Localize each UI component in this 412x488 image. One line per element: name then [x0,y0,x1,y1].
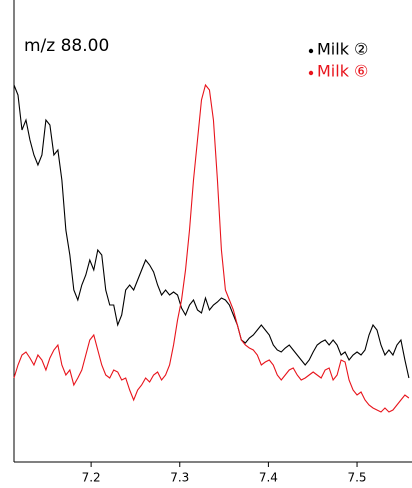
x-tick-label: 7.5 [347,471,366,485]
x-tick-label: 7.4 [259,471,278,485]
series-line [13,83,410,413]
legend-marker [308,70,314,76]
x-tick-label: 7.2 [82,471,101,485]
x-tick-label: 7.3 [170,471,189,485]
chart-title: m/z 88.00 [24,36,109,56]
legend-marker [308,48,314,54]
legend-label: Milk ② [317,40,368,59]
series-line [13,84,410,379]
legend-label: Milk ⑥ [317,62,368,81]
